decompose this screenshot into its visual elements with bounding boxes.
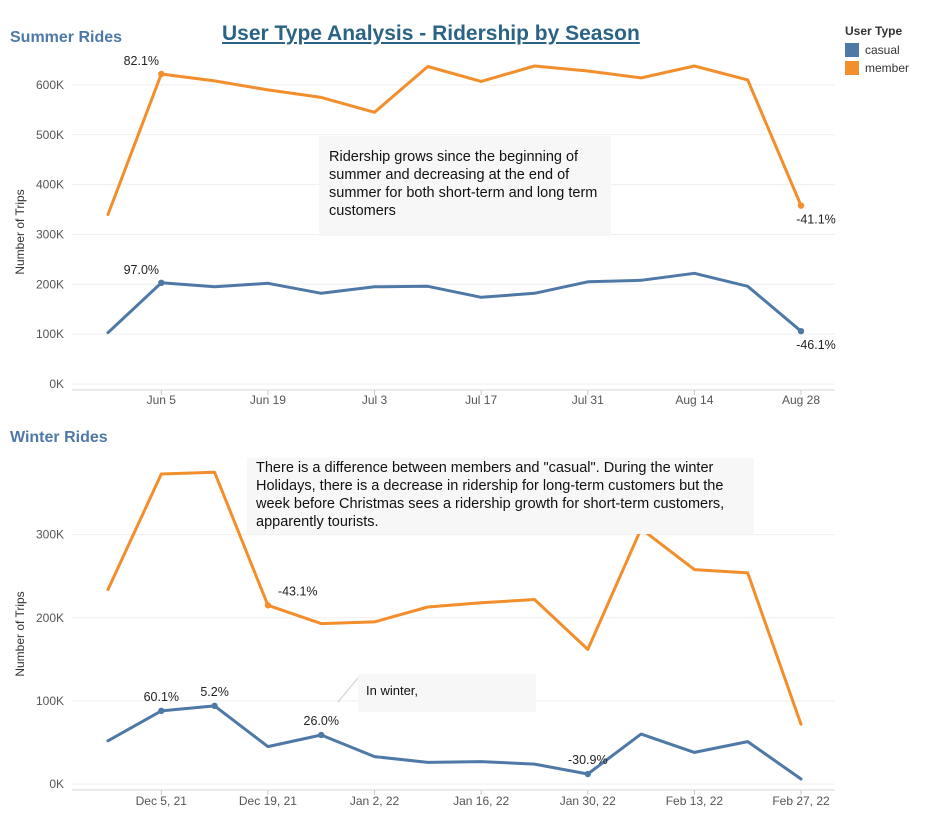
summer-section-title: Summer Rides <box>10 29 123 46</box>
legend-item-casual[interactable]: casual <box>845 43 909 57</box>
summer-casual-marker <box>158 279 165 287</box>
summer-ytick-label: 100K <box>36 327 64 341</box>
summer-xtick-label: Jun 19 <box>250 393 286 407</box>
winter-note-connector <box>337 677 359 703</box>
summer-annotation-note: Ridership grows since the beginning of s… <box>319 136 611 236</box>
summer-xtick-label: Aug 28 <box>782 393 820 407</box>
winter-annotation-note: There is a difference between members an… <box>247 458 754 534</box>
winter-xtick-label: Dec 19, 21 <box>239 794 297 808</box>
winter-ytick-label: 300K <box>36 528 64 542</box>
summer-casual-data-label: -46.1% <box>796 338 836 352</box>
summer-casual-data-label: 97.0% <box>124 263 159 277</box>
winter-series-casual-line <box>106 704 803 781</box>
winter-series-member-line <box>106 470 803 726</box>
summer-member-data-label: 82.1% <box>124 54 159 68</box>
winter-member-marker <box>264 602 272 609</box>
legend-item-member[interactable]: member <box>845 61 909 75</box>
legend-swatch-casual <box>845 43 859 57</box>
summer-xtick-label: Jul 31 <box>572 393 604 407</box>
winter-member-data-label: -43.1% <box>278 584 318 598</box>
winter-ytick-label: 200K <box>36 611 64 625</box>
winter-xtick-label: Jan 30, 22 <box>560 794 616 808</box>
summer-ytick-label: 0K <box>49 377 64 391</box>
summer-xtick-label: Jun 5 <box>147 393 177 407</box>
dashboard-title: User Type Analysis - Ridership by Season <box>222 22 640 45</box>
summer-casual-marker <box>797 327 805 335</box>
winter-xtick-label: Dec 5, 21 <box>136 794 188 808</box>
winter-ytick-label: 100K <box>36 694 64 708</box>
legend-swatch-member <box>845 61 859 75</box>
winter-casual-data-label: 60.1% <box>144 690 179 704</box>
summer-xtick-label: Jul 3 <box>362 393 388 407</box>
summer-ytick-label: 400K <box>36 178 64 192</box>
winter-xtick-label: Jan 16, 22 <box>453 794 509 808</box>
legend-label-member: member <box>865 61 910 75</box>
summer-y-axis-label: Number of Trips <box>13 189 27 274</box>
winter-xtick-label: Jan 2, 22 <box>350 794 400 808</box>
legend-title: User Type <box>845 24 903 38</box>
winter-casual-marker <box>211 702 218 710</box>
winter-annotation-note-small: In winter, <box>358 674 536 712</box>
summer-series-casual-line <box>106 271 803 335</box>
winter-casual-data-label: 5.2% <box>200 685 229 699</box>
summer-ytick-label: 200K <box>36 277 64 291</box>
summer-series-member-line <box>106 64 803 216</box>
winter-xtick-label: Feb 13, 22 <box>666 794 724 808</box>
winter-ytick-label: 0K <box>49 777 64 791</box>
winter-section-title: Winter Rides <box>10 429 108 446</box>
winter-xtick-label: Feb 27, 22 <box>772 794 830 808</box>
legend-label-casual: casual <box>865 43 900 57</box>
summer-ytick-label: 300K <box>36 227 64 241</box>
winter-casual-marker <box>318 731 325 739</box>
legend: User Type casual member <box>845 24 909 79</box>
winter-casual-marker <box>584 770 591 778</box>
summer-member-marker <box>797 202 805 209</box>
winter-y-axis-label: Number of Trips <box>13 591 27 676</box>
summer-ytick-label: 500K <box>36 128 64 142</box>
summer-xtick-label: Jul 17 <box>465 393 497 407</box>
winter-casual-data-label: -30.9% <box>568 753 608 767</box>
summer-member-marker <box>158 70 165 78</box>
winter-casual-marker <box>158 707 165 715</box>
summer-member-data-label: -41.1% <box>796 213 836 227</box>
summer-ytick-label: 600K <box>36 78 64 92</box>
summer-xtick-label: Aug 14 <box>675 393 713 407</box>
winter-casual-data-label: 26.0% <box>304 714 339 728</box>
